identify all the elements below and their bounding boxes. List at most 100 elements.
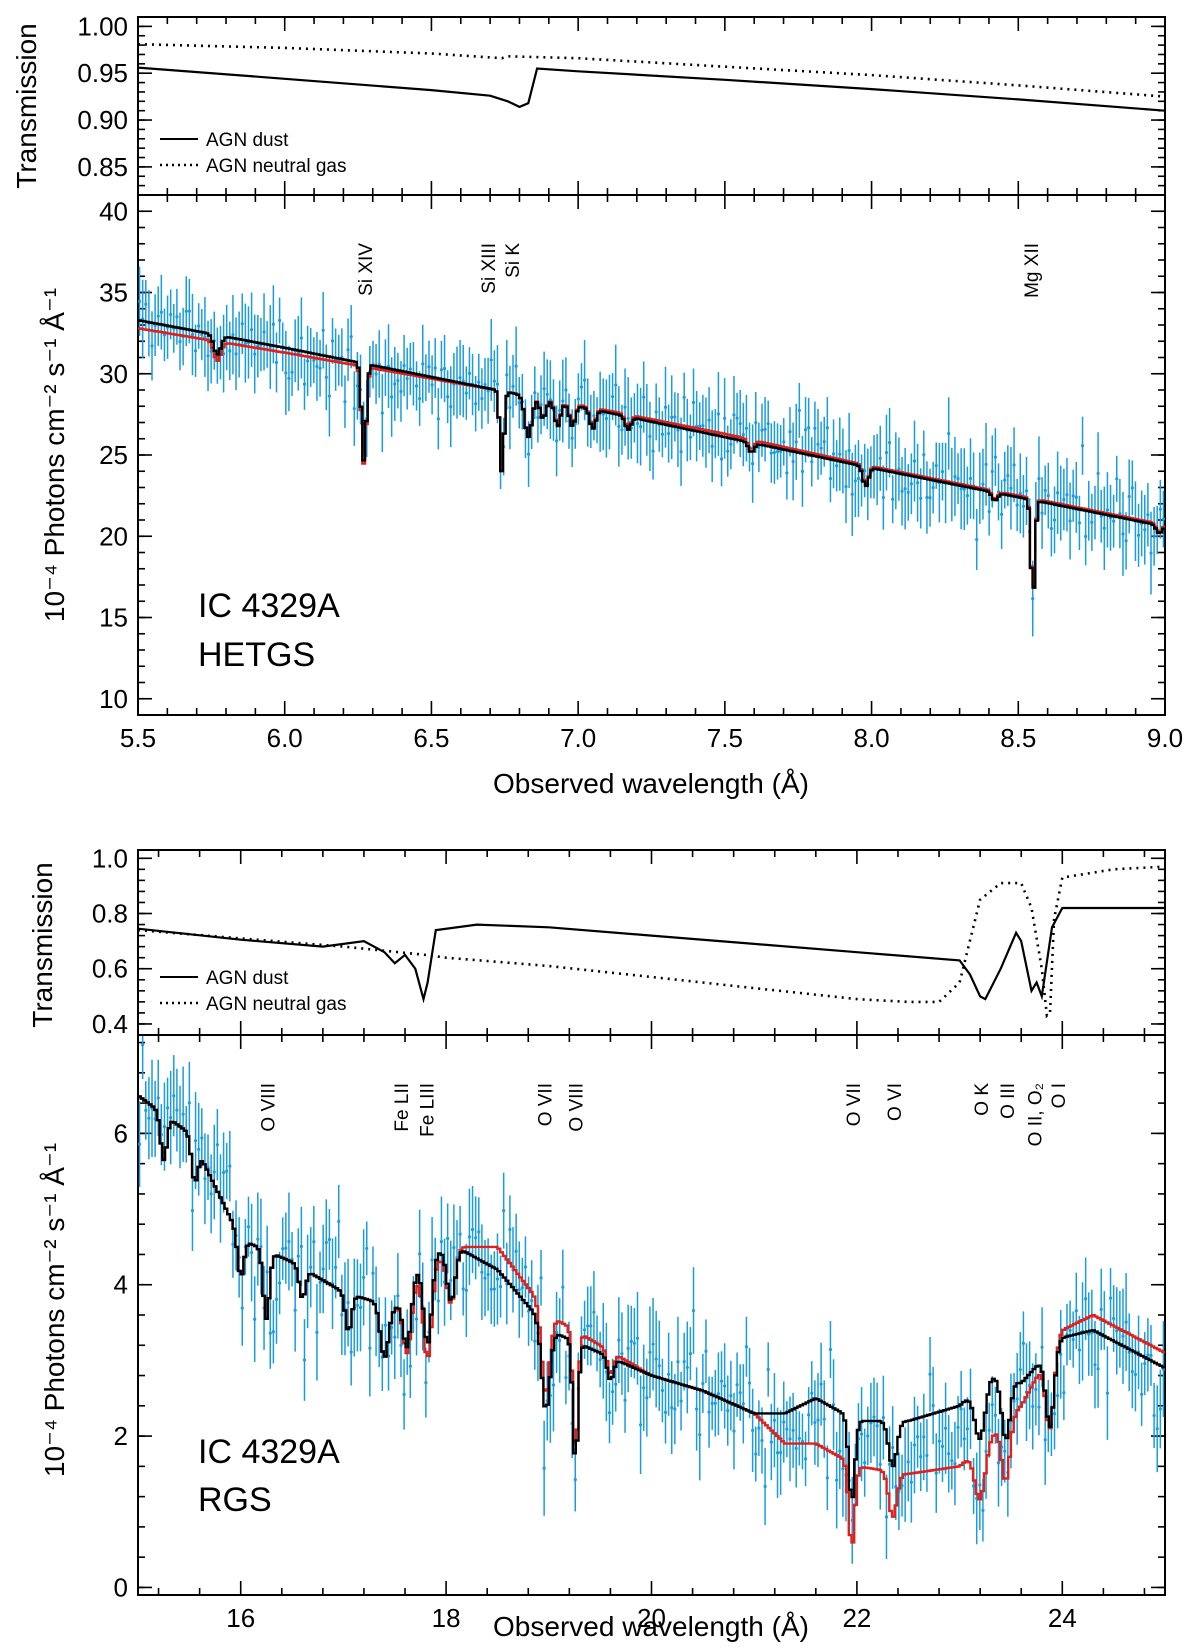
data-point	[751, 462, 755, 466]
rgs-title-object: IC 4329A	[198, 1433, 340, 1471]
data-point	[477, 1230, 481, 1234]
data-point	[891, 1445, 895, 1450]
data-point	[436, 417, 440, 421]
data-point	[293, 1308, 297, 1312]
hetgs-xlabel: Observed wavelength (Å)	[493, 768, 809, 799]
data-point	[561, 399, 565, 403]
data-point	[993, 455, 997, 459]
data-point	[1161, 517, 1166, 521]
data-point	[137, 299, 142, 303]
data-point	[654, 1357, 658, 1361]
line-id-label: O VII	[536, 1083, 557, 1126]
data-point	[508, 405, 512, 410]
data-point	[816, 442, 820, 446]
data-point	[390, 1325, 394, 1330]
data-point	[150, 344, 154, 348]
data-point	[442, 366, 447, 371]
data-point	[523, 1265, 528, 1269]
data-point	[287, 1239, 291, 1244]
model-black-line	[138, 319, 1165, 589]
data-point	[1046, 494, 1050, 498]
data-point	[744, 426, 749, 430]
data-point	[791, 1428, 795, 1432]
data-point	[209, 1192, 213, 1196]
data-point	[278, 1281, 282, 1285]
data-point	[831, 1402, 836, 1407]
y-tick-label: 35	[99, 278, 128, 308]
data-point	[193, 1138, 198, 1143]
data-point	[928, 1372, 932, 1376]
data-point	[1000, 512, 1004, 517]
data-point	[517, 401, 521, 405]
data-point	[1012, 463, 1016, 467]
data-point	[825, 1476, 829, 1480]
data-point	[228, 349, 232, 353]
data-point	[343, 400, 347, 404]
data-point	[573, 1478, 577, 1482]
data-point	[925, 495, 929, 500]
data-point	[433, 366, 437, 370]
data-point	[844, 485, 848, 489]
data-point	[430, 1258, 434, 1262]
data-point	[676, 1360, 680, 1364]
data-point	[679, 450, 683, 454]
data-point	[642, 1386, 646, 1390]
data-point	[663, 1410, 668, 1415]
data-point	[968, 476, 973, 481]
data-point	[863, 1461, 867, 1465]
data-point	[458, 376, 462, 380]
data-point	[956, 477, 960, 481]
data-point	[719, 1379, 724, 1383]
data-point	[838, 452, 842, 456]
data-point	[769, 451, 773, 455]
data-point	[592, 414, 596, 418]
data-point	[766, 422, 770, 426]
data-point	[141, 1043, 145, 1047]
data-point	[909, 1480, 913, 1484]
x-tick-label: 8.5	[1000, 723, 1036, 753]
data-point	[604, 416, 608, 421]
y-tick-label: 0.95	[77, 58, 128, 88]
agn-neutral-gas-line	[137, 42, 1166, 98]
data-point	[1068, 519, 1072, 523]
data-point	[377, 362, 381, 366]
legend-agn-neutral-gas: AGN neutral gas	[206, 994, 346, 1015]
data-point	[1152, 534, 1156, 538]
data-point	[467, 1235, 472, 1239]
data-point	[623, 405, 627, 409]
data-point	[738, 422, 742, 426]
data-point	[993, 1413, 997, 1417]
data-point	[1087, 1332, 1091, 1336]
data-point	[822, 440, 826, 444]
data-point	[707, 418, 711, 422]
data-point	[925, 1453, 929, 1458]
data-point	[533, 1339, 537, 1343]
data-point	[1102, 526, 1106, 530]
data-point	[539, 403, 543, 407]
data-point	[1084, 1297, 1088, 1301]
data-point	[249, 328, 254, 332]
data-point	[807, 426, 811, 430]
data-point	[231, 1242, 235, 1246]
data-point	[228, 1164, 232, 1168]
line-id-label: O II, O₂	[1026, 1083, 1047, 1146]
data-point	[891, 497, 895, 501]
data-point	[716, 412, 721, 416]
y-tick-label: 40	[99, 196, 128, 226]
hetgs-spectrum-ylabel: 10⁻⁴ Photons cm⁻² s⁻¹ Å⁻¹	[39, 288, 70, 622]
data-point	[561, 1285, 565, 1289]
data-point	[956, 1425, 960, 1429]
y-tick-label: 1.00	[77, 11, 128, 41]
data-point	[299, 1244, 303, 1249]
data-point	[262, 330, 266, 334]
data-point	[912, 1443, 917, 1447]
data-point	[673, 1407, 677, 1411]
data-point	[723, 1384, 727, 1388]
data-point	[302, 1358, 307, 1362]
data-point	[290, 370, 294, 374]
legend-agn-neutral-gas: AGN neutral gas	[206, 156, 346, 177]
data-point	[1056, 1393, 1060, 1398]
data-point	[483, 382, 487, 387]
data-point	[757, 1426, 761, 1430]
data-point	[1127, 494, 1131, 499]
